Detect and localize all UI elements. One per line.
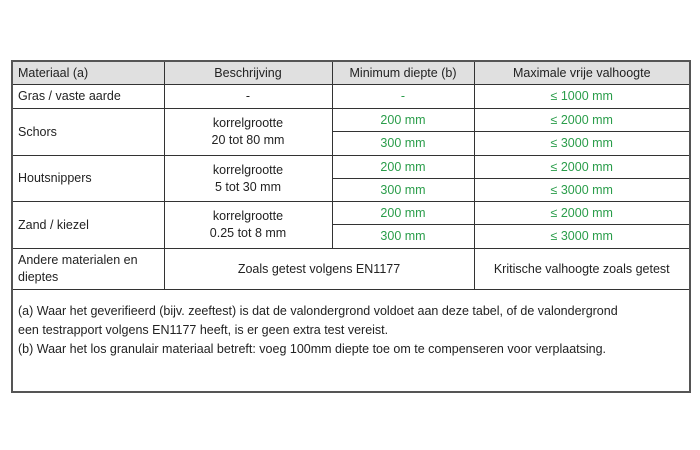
description-cell: korrelgrootte 5 tot 30 mm	[163, 155, 333, 202]
depth-cell: 300 mm	[331, 224, 475, 249]
header-min-depth: Minimum diepte (b)	[331, 60, 475, 85]
footnote-row: (a) Waar het geverifieerd (bijv. zeeftes…	[11, 289, 691, 392]
depth-cell: 300 mm	[331, 178, 475, 202]
description-line: korrelgrootte	[212, 162, 284, 177]
depth-cell: 200 mm	[331, 108, 475, 132]
table-row: 300 mm ≤ 3000 mm	[12, 224, 691, 249]
depth-cell: -	[331, 84, 475, 109]
depth-cell: 300 mm	[331, 131, 475, 156]
height-cell: ≤ 1000 mm	[473, 84, 691, 109]
header-description: Beschrijving	[163, 60, 333, 85]
description-line: 5 tot 30 mm	[215, 179, 281, 194]
table-row: 300 mm ≤ 3000 mm	[12, 178, 691, 202]
footnote-b: (b) Waar het los granulair materiaal bet…	[18, 342, 607, 356]
height-cell: ≤ 2000 mm	[473, 155, 691, 179]
material-cell: Gras / vaste aarde	[11, 84, 165, 109]
header-max-height: Maximale vrije valhoogte	[473, 60, 691, 85]
description-cell: Zoals getest volgens EN1177	[163, 248, 475, 290]
description-line: 20 tot 80 mm	[211, 133, 285, 147]
material-cell: Andere materialen en dieptes	[11, 248, 165, 290]
material-cell: Schors	[11, 108, 165, 156]
description-line: korrelgrootte	[212, 209, 284, 223]
description-cell: korrelgrootte 20 tot 80 mm	[163, 108, 333, 156]
safety-surface-table: Materiaal (a) Beschrijving Minimum diept…	[11, 60, 691, 393]
height-cell: ≤ 3000 mm	[473, 131, 691, 156]
description-line: 0.25 tot 8 mm	[209, 226, 287, 240]
height-cell: ≤ 3000 mm	[473, 224, 691, 249]
material-cell: Houtsnippers	[11, 155, 165, 202]
height-cell: ≤ 2000 mm	[473, 201, 691, 225]
header-material: Materiaal (a)	[11, 60, 165, 85]
height-cell: ≤ 2000 mm	[473, 108, 691, 132]
header-row: Materiaal (a) Beschrijving Minimum diept…	[11, 60, 691, 85]
description-cell: korrelgrootte 0.25 tot 8 mm	[163, 201, 333, 249]
depth-cell: 200 mm	[331, 201, 475, 225]
depth-cell: 200 mm	[331, 155, 475, 179]
table-row: Gras / vaste aarde - - ≤ 1000 mm	[11, 84, 691, 109]
height-cell: ≤ 3000 mm	[473, 178, 691, 202]
description-cell: -	[163, 84, 333, 109]
table-row: Zand / kiezel korrelgrootte 0.25 tot 8 mm…	[11, 201, 691, 249]
height-cell: Kritische valhoogte zoals getest	[473, 248, 691, 290]
table-row-other: Andere materialen en dieptes Zoals getes…	[11, 248, 691, 290]
footnotes-cell: (a) Waar het geverifieerd (bijv. zeeftes…	[11, 289, 691, 392]
table-row: Schors korrelgrootte 20 tot 80 mm 200 mm …	[11, 108, 691, 156]
table-row: Houtsnippers korrelgrootte 5 tot 30 mm 20…	[11, 155, 691, 202]
table-row: 300 mm ≤ 3000 mm	[12, 131, 691, 156]
material-cell: Zand / kiezel	[11, 201, 165, 249]
description-line: korrelgrootte	[212, 116, 284, 130]
footnote-a: (a) Waar het geverifieerd (bijv. zeeftes…	[18, 304, 618, 337]
